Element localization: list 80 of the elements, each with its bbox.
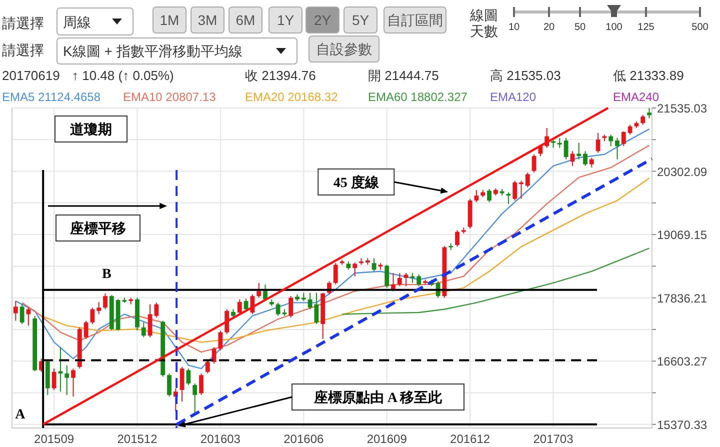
annotation: 座標原點由 A 移至此 [312, 389, 444, 406]
candlestick [570, 150, 575, 166]
candlestick [276, 302, 280, 316]
candlestick [103, 292, 108, 310]
annotation: 45 度線 [333, 174, 380, 191]
dropdown-chart-kind: K線圖 + 指數平滑移動平均線 [56, 38, 298, 64]
candlestick [256, 282, 262, 298]
candlestick [647, 108, 652, 119]
candlestick [218, 330, 223, 351]
line-series [341, 248, 650, 315]
candlestick [199, 372, 204, 396]
annotation: 座標平移 [69, 220, 126, 237]
candlestick [13, 300, 18, 322]
legend: EMA5 21124.4658 EMA10 20807.13 EMA20 20168.32 EMA60 18802.327 EMA120 EMA240 [2, 90, 660, 104]
x-tick-label: 201609 [366, 432, 408, 446]
ref-line-label: B [102, 266, 112, 282]
candlestick [416, 274, 422, 287]
candlestick [180, 366, 184, 402]
candlestick [96, 302, 102, 315]
candlestick [20, 304, 24, 325]
candlestick [512, 180, 518, 202]
controls: 請選擇 周線 1M 3M 6M 1Y 2Y 5Y 自訂區間 線圖 天數 10 20 50 100 125 500 請選擇 K線圖 + 指數平滑移動平均線 自設參數 20170619 ↑ 10.48 (↑ 0.05%) 收 21394.76 開 21444.75 高 21535.03 低 21333.89 [2, 5, 708, 83]
x-tick-label: 201512 [117, 432, 158, 446]
candlestick [596, 132, 600, 154]
candlestick [474, 189, 479, 203]
candlestick [404, 272, 408, 287]
y-tick-label: 16603.27 [657, 354, 708, 369]
candlestick [487, 188, 492, 203]
text: 道瓊期 [69, 122, 112, 138]
annotation: A [15, 407, 26, 422]
candlestick [557, 137, 562, 148]
x-tick-label: 201509 [34, 432, 74, 446]
y-tick-label: 15370.33 [657, 418, 708, 432]
y-tick-label: 17836.21 [657, 291, 708, 306]
x-tick-label: 201606 [284, 432, 324, 446]
candlestick [615, 137, 620, 160]
candlestick [519, 180, 524, 200]
candlestick [576, 142, 582, 160]
candlestick [71, 368, 76, 398]
x-tick-label: 201612 [450, 432, 490, 446]
candlestick [583, 150, 588, 166]
candlestick [352, 262, 358, 277]
dropdown-period: 周線 [56, 8, 134, 36]
candlestick [186, 368, 191, 386]
candlestick [84, 320, 88, 340]
candlestick [564, 137, 568, 160]
candlestick [212, 346, 216, 364]
candlestick [333, 262, 338, 286]
candlestick [397, 272, 402, 287]
candlestick [205, 360, 210, 374]
candlestick [52, 368, 56, 390]
candlestick [90, 307, 95, 325]
y-tick-label: 19069.15 [657, 228, 708, 242]
candlestick [192, 382, 198, 414]
x-tick-label: 201703 [533, 432, 574, 446]
candlestick [237, 298, 242, 315]
candlestick [314, 292, 319, 325]
y-tick-label: 21535.03 [657, 102, 708, 116]
candlestick [26, 307, 31, 326]
candlestick [640, 114, 646, 126]
candlestick [455, 230, 460, 248]
candlestick [64, 364, 70, 396]
candlestick [308, 292, 312, 310]
candlestick [148, 304, 152, 338]
candlestick [525, 172, 530, 188]
candlestick [621, 130, 626, 147]
candlestick [288, 296, 294, 318]
candlestick [141, 322, 146, 338]
candlestick [58, 346, 63, 392]
candlestick [589, 157, 594, 168]
candlestick [372, 258, 376, 272]
candlestick [244, 298, 248, 312]
candlestick [532, 154, 536, 174]
candlestick [608, 134, 614, 147]
candlestick [167, 372, 172, 398]
candlestick [154, 302, 159, 318]
y-tick-label: 20302.09 [657, 164, 708, 179]
x-tick-label: 201603 [200, 432, 241, 446]
candlestick [628, 124, 632, 136]
candlestick [384, 264, 390, 288]
